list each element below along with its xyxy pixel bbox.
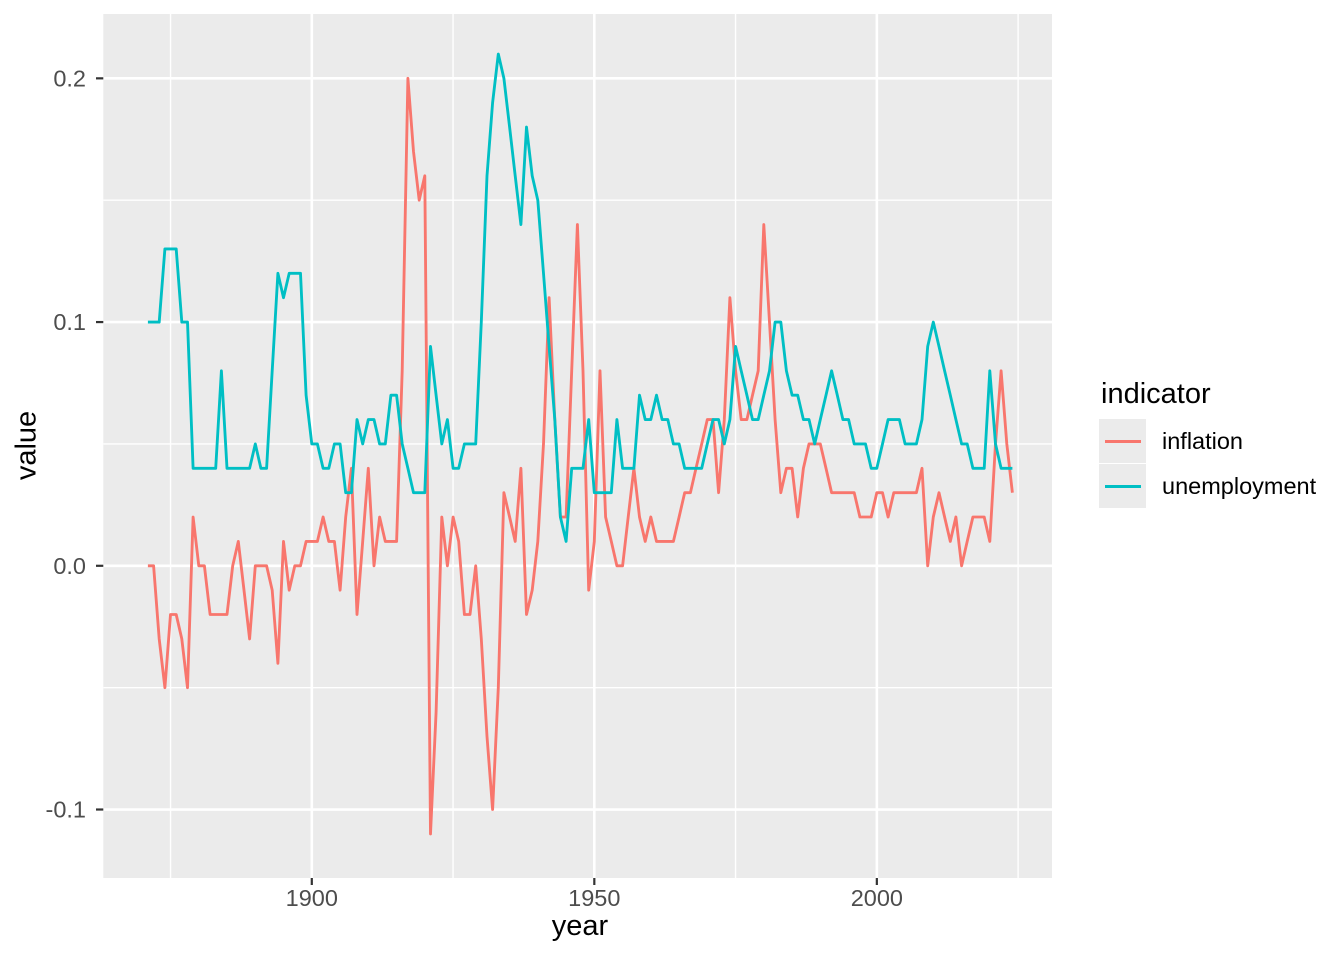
legend-key-inflation-icon [1099, 419, 1146, 463]
x-tick-label: 2000 [851, 885, 903, 911]
legend-item-inflation: inflation [1099, 419, 1316, 464]
legend-key-line [1104, 484, 1141, 488]
legend-item-unemployment: unemployment [1099, 464, 1316, 509]
x-axis-title: year [551, 910, 609, 942]
series-line-inflation [147, 76, 1014, 836]
x-tick-label: 1950 [568, 885, 620, 911]
legend-key-unemployment-icon [1099, 464, 1146, 508]
legend-label: unemployment [1162, 473, 1317, 499]
y-tick-label: 0.0 [53, 553, 86, 579]
y-tick-label: 0.2 [53, 65, 86, 91]
legend-items: inflation unemployment [1099, 419, 1316, 509]
legend-title: indicator [1101, 378, 1211, 410]
x-tick-label: 1900 [286, 885, 338, 911]
legend: indicator inflation unemployment [1099, 379, 1316, 509]
series-line-unemployment [147, 52, 1013, 543]
y-axis-title: value [10, 410, 43, 481]
plot-panel [103, 14, 1053, 878]
legend-label: inflation [1162, 428, 1243, 454]
legend-key-line [1104, 439, 1141, 443]
y-tick-label: -0.1 [46, 797, 87, 823]
y-tick-label: 0.1 [53, 309, 86, 335]
